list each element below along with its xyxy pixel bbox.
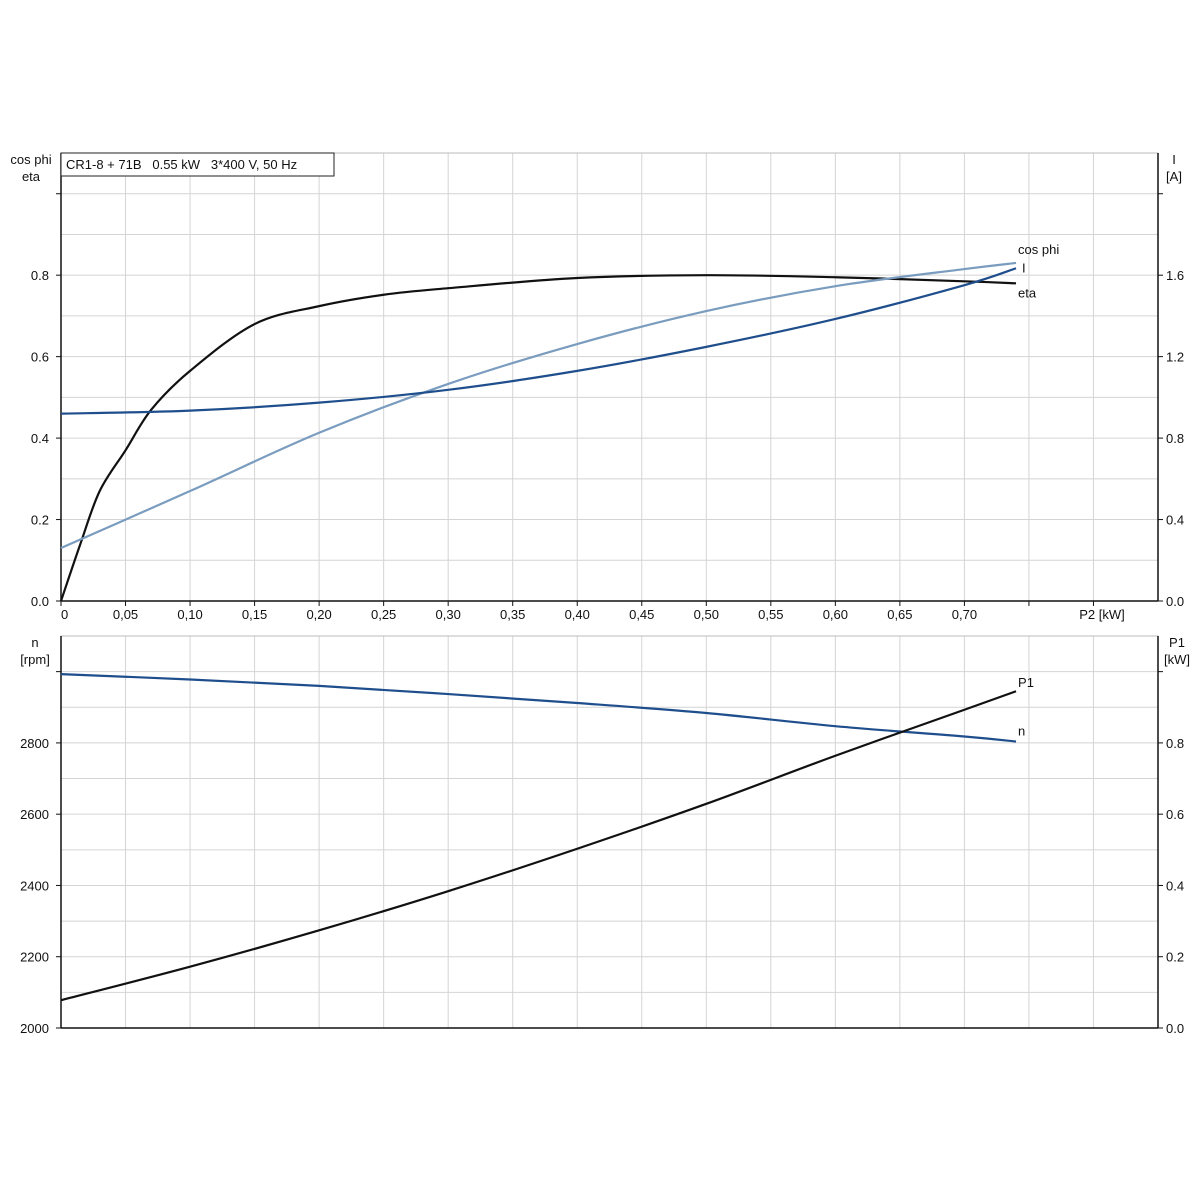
x-tick-label: 0,25 <box>371 607 396 622</box>
series-label-P1: P1 <box>1018 675 1034 690</box>
y-left-tick-label: 2800 <box>20 736 49 751</box>
y-right-tick-label: 0.4 <box>1166 513 1184 528</box>
y-left-tick-label: 0.8 <box>31 268 49 283</box>
x-tick-label: 0,50 <box>694 607 719 622</box>
x-tick-label: 0,45 <box>629 607 654 622</box>
x-tick-label: 0,65 <box>887 607 912 622</box>
y-right-tick-label: 1.6 <box>1166 268 1184 283</box>
x-tick-label: 0,40 <box>565 607 590 622</box>
y-left-tick-label: 2600 <box>20 807 49 822</box>
bottom-panel: 2000 2200 2400 2600 2800 0.0 0.2 0.4 0.6 0.8 n P1 <box>20 635 1184 1036</box>
y-right-tick-label: 0.0 <box>1166 1021 1184 1036</box>
x-tick-label: 0,10 <box>177 607 202 622</box>
y-left-tick-label: 0.0 <box>31 594 49 609</box>
y-left-tick-label: 0.2 <box>31 513 49 528</box>
x-tick-label: 0,05 <box>113 607 138 622</box>
x-tick-label: 0,30 <box>436 607 461 622</box>
series-line-cos-phi <box>60 261 1017 550</box>
x-tick-label: 0,70 <box>952 607 977 622</box>
top-panel: 0.0 0.2 0.4 0.6 0.8 0.0 0.4 0.8 1.2 1.6 0 0,05 0,10 0… <box>31 152 1184 622</box>
y-left-label-2-bottom: [rpm] <box>20 652 50 667</box>
y-left-tick-label: 2400 <box>20 878 49 893</box>
series-label-n: n <box>1018 723 1025 738</box>
y-left-tick-label: 2000 <box>20 1021 49 1036</box>
x-tick-label: 0,55 <box>758 607 783 622</box>
y-right-tick-label: 1.2 <box>1166 350 1184 365</box>
series-line-I <box>60 267 1017 415</box>
x-axis-label: P2 [kW] <box>1079 607 1125 622</box>
plot-frame <box>60 152 1159 602</box>
y-left-tick-label: 0.6 <box>31 350 49 365</box>
x-tick-label: 0 <box>61 607 68 622</box>
title-box <box>60 152 335 177</box>
series-line-eta <box>59 274 1017 602</box>
y-right-label-1: I <box>1172 152 1176 167</box>
y-right-tick-label: 0.8 <box>1166 736 1184 751</box>
plot-frame <box>60 635 1159 1029</box>
x-tick-label: 0,35 <box>500 607 525 622</box>
y-right-tick-label: 0.8 <box>1166 431 1184 446</box>
y-left-label-2: eta <box>22 169 41 184</box>
y-right-label-2: [A] <box>1166 169 1182 184</box>
y-right-label-2-bottom: [kW] <box>1164 652 1190 667</box>
y-right-label-1-bottom: P1 <box>1169 635 1185 650</box>
series-label-cos-phi: cos phi <box>1018 242 1059 257</box>
y-right-tick-label: 0.4 <box>1166 878 1184 893</box>
x-tick-label: 0,15 <box>242 607 267 622</box>
y-left-tick-label: 2200 <box>20 950 49 965</box>
x-tick-label: 0,20 <box>306 607 331 622</box>
y-right-tick-label: 0.2 <box>1166 950 1184 965</box>
y-left-label-1-bottom: n <box>31 635 38 650</box>
chart-title: CR1-8 + 71B 0.55 kW 3*400 V, 50 Hz <box>66 157 297 172</box>
series-line-n <box>60 673 1017 743</box>
series-line-P1 <box>60 690 1017 1002</box>
x-tick-label: 0,60 <box>823 607 848 622</box>
series-label-I: I <box>1022 260 1026 275</box>
y-left-label-1: cos phi <box>10 152 51 167</box>
y-right-tick-label: 0.0 <box>1166 594 1184 609</box>
y-left-tick-label: 0.4 <box>31 431 49 446</box>
y-right-tick-label: 0.6 <box>1166 807 1184 822</box>
series-label-eta: eta <box>1018 285 1037 300</box>
